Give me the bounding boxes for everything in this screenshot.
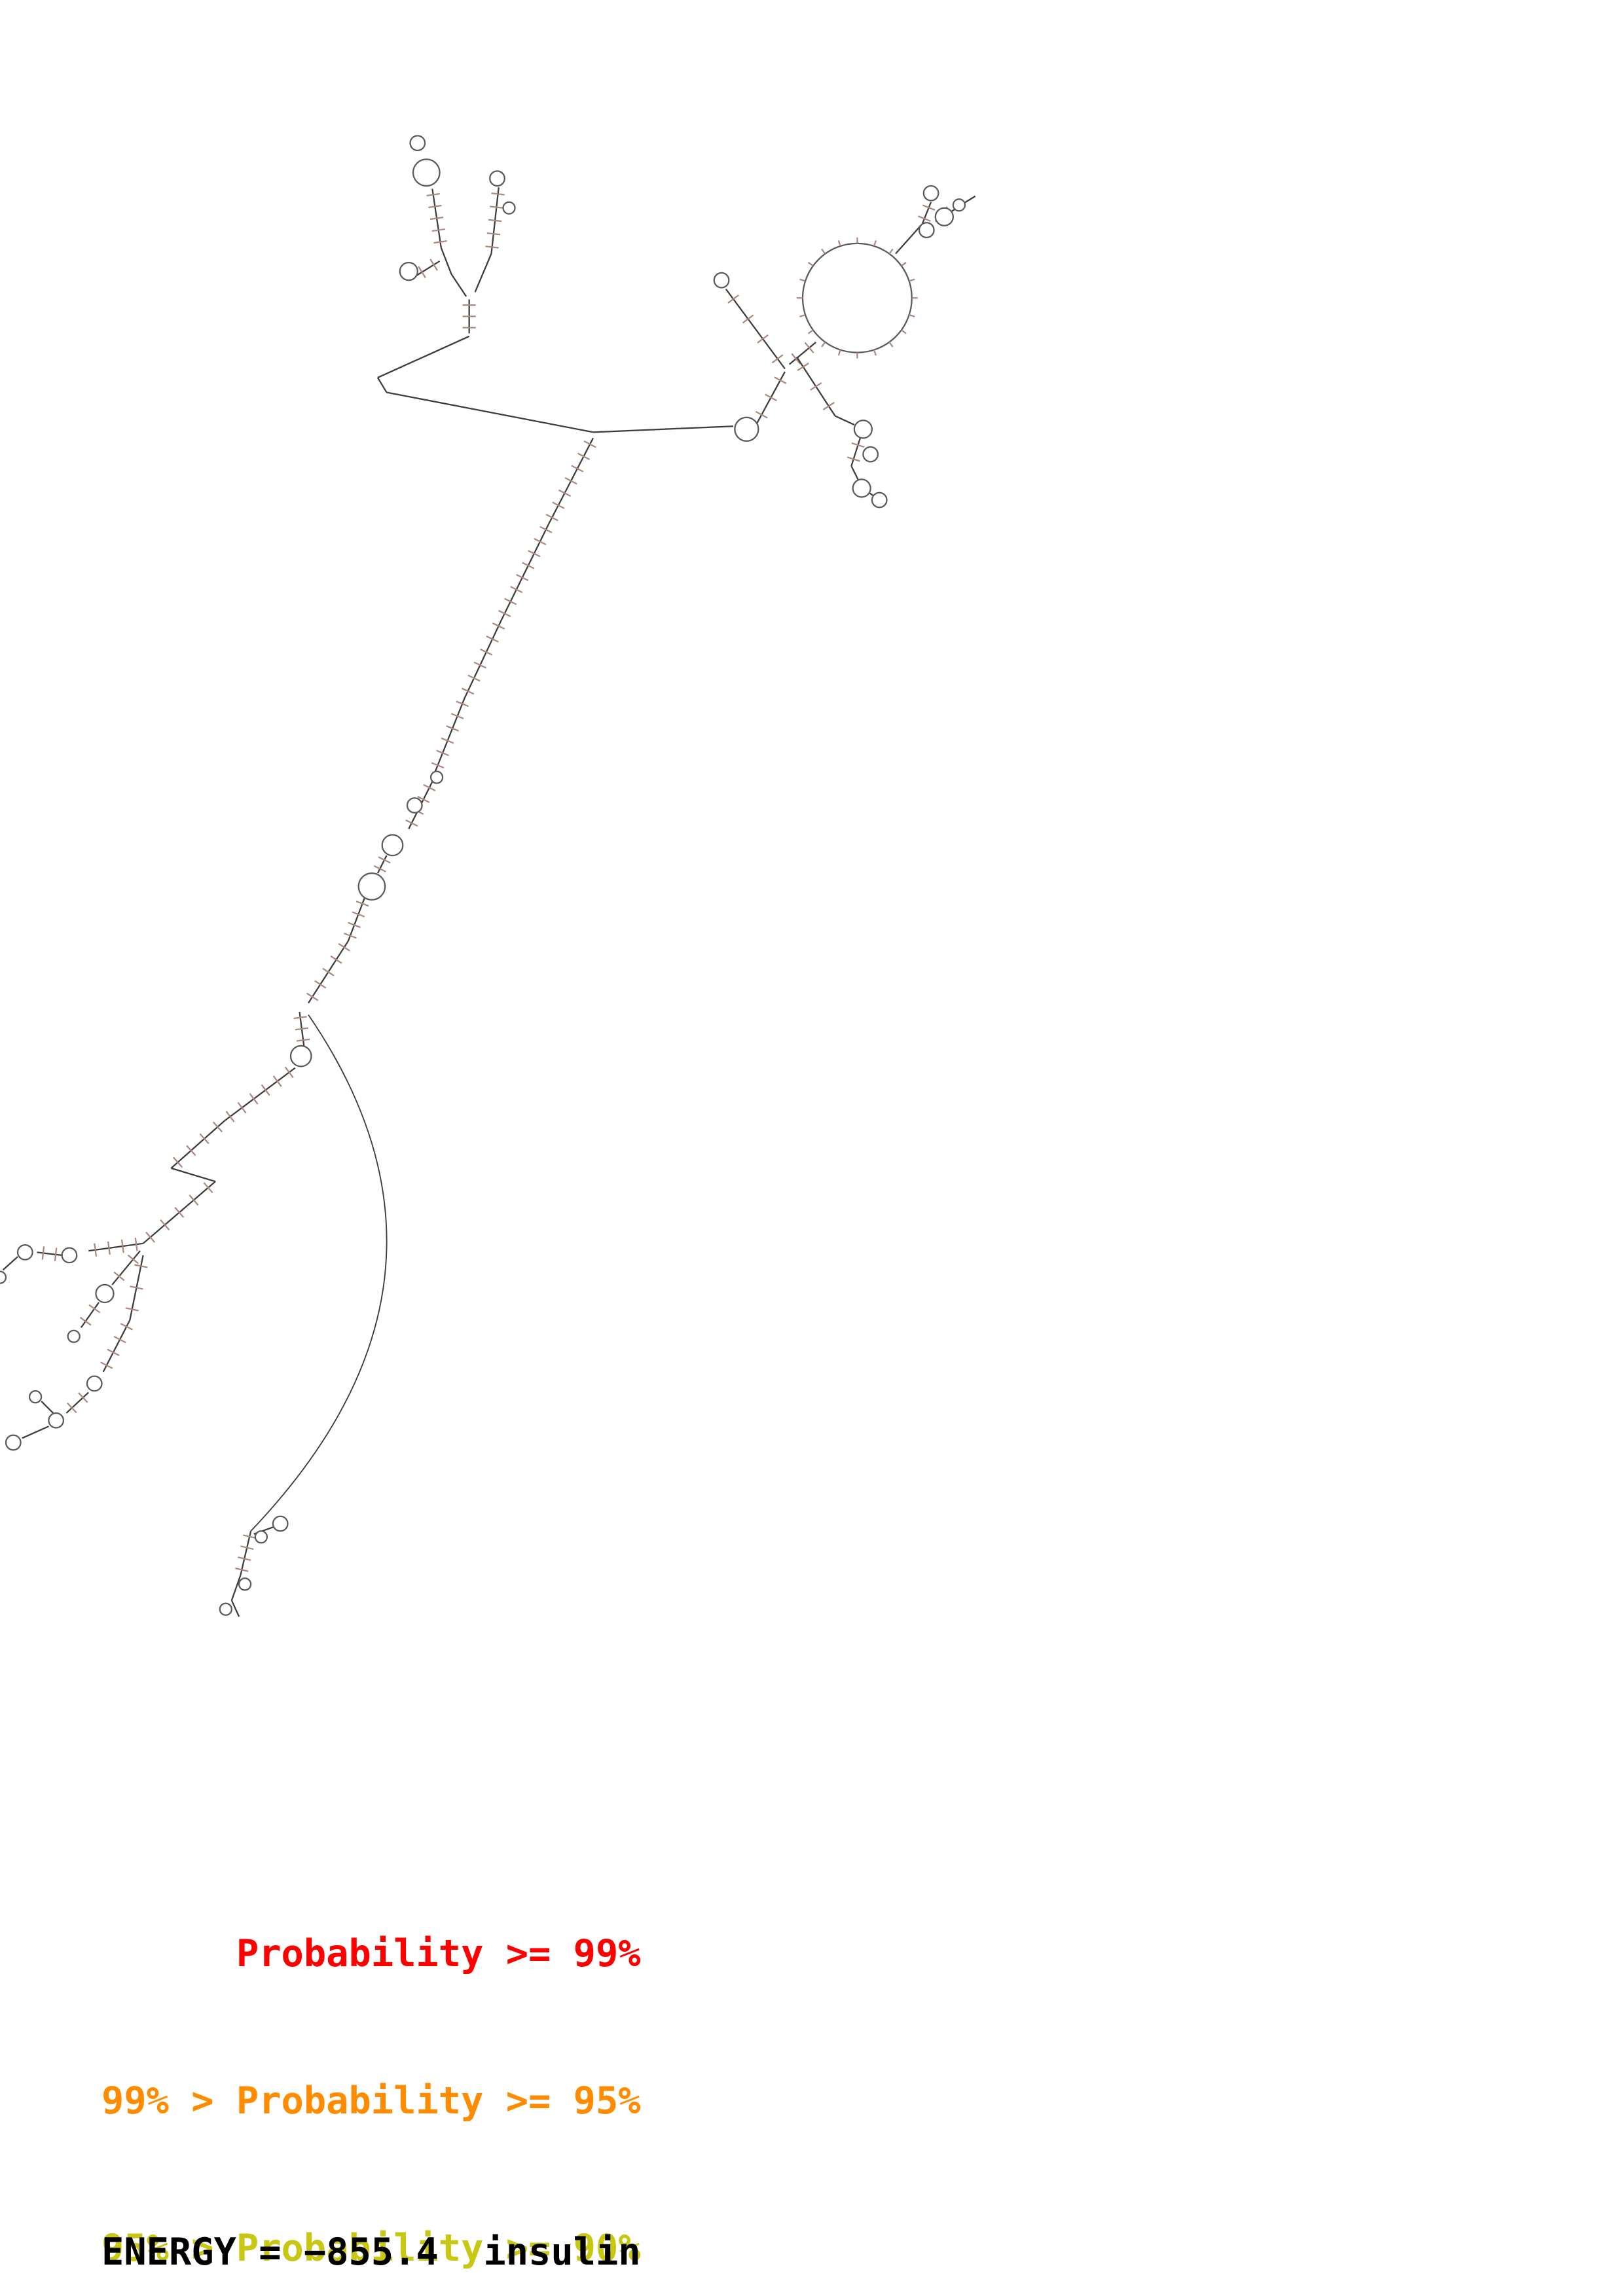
legend-line-90-95: 95% > Probability >= 90% xyxy=(101,2227,641,2270)
energy-label: ENERGY = −855.4 insulin xyxy=(101,2231,641,2274)
legend-line-ge-99: Probability >= 99% xyxy=(101,1932,641,1975)
legend-line-95-99: 99% > Probability >= 95% xyxy=(101,2079,641,2123)
probability-legend: Probability >= 99% 99% > Probability >= … xyxy=(101,1831,641,2296)
